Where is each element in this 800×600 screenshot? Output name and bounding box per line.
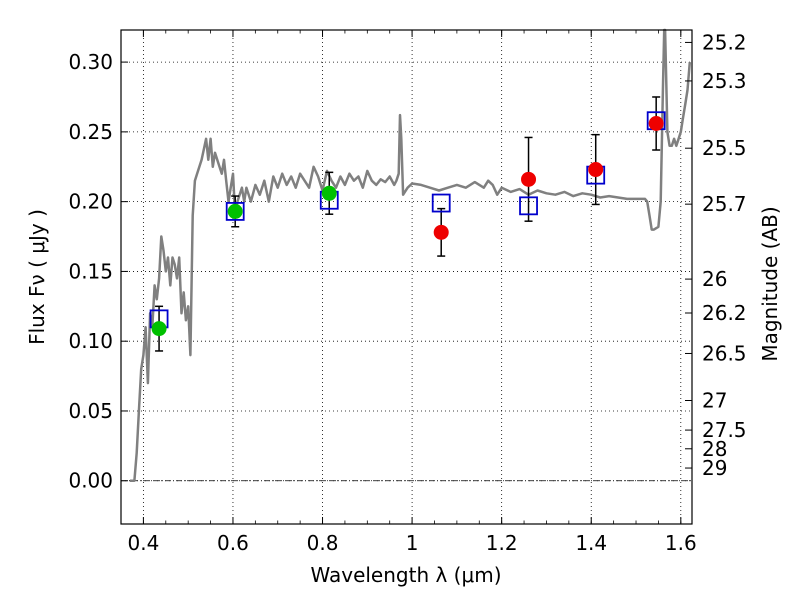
y2-tick-label: 25.5 <box>702 136 747 160</box>
y-axis-label: Flux Fν ( μJy ) <box>25 209 49 345</box>
x-tick-label: 1.6 <box>665 531 697 555</box>
observed-flux-point <box>321 185 337 201</box>
x-tick-label: 0.6 <box>217 531 249 555</box>
plot-layer <box>130 28 692 482</box>
plot-frame <box>120 29 693 525</box>
observed-flux-point <box>151 321 167 337</box>
x-tick-label: 1.2 <box>486 531 518 555</box>
x-tick-label: 0.8 <box>307 531 339 555</box>
model-photometry-square <box>225 202 245 221</box>
x-axis-label: Wavelength λ (μm) <box>310 563 501 587</box>
y2-tick-label: 28 <box>702 437 727 461</box>
y-tick-label: 0.25 <box>68 120 113 144</box>
observed-flux-point <box>227 203 243 219</box>
model-spectrum-line <box>130 28 692 482</box>
y2-tick-label: 25.7 <box>702 192 747 216</box>
y-tick-label: 0.15 <box>68 259 113 283</box>
observed-flux-point <box>588 162 604 178</box>
y-tick-label: 0.05 <box>68 399 113 423</box>
y-tick-label: 0.10 <box>68 329 113 353</box>
model-photometry-square <box>431 193 451 213</box>
x-tick-label: 1 <box>406 531 419 555</box>
y2-tick-label: 26.2 <box>702 301 747 325</box>
y2-tick-label: 26.5 <box>702 341 747 365</box>
y2-axis-label: Magnitude (AB) <box>758 206 782 361</box>
y2-tick-label: 26 <box>702 267 727 291</box>
y-tick-label: 0.30 <box>68 50 113 74</box>
tick-labels: 0.4 0.6 0.8 1 1.2 1.4 1.6 0.00 0.05 0.10 0.15 0.20 0… <box>68 30 746 555</box>
y2-tick-label: 29 <box>702 456 727 480</box>
model-photometry-square <box>519 196 538 216</box>
y2-tick-label: 25.3 <box>702 69 747 93</box>
y2-tick-label: 27 <box>702 389 727 413</box>
y2-tick-label: 27.5 <box>702 418 747 442</box>
y2-tick-label: 25.2 <box>702 30 747 54</box>
observed-flux-point <box>648 115 664 131</box>
grid <box>121 30 692 524</box>
observed-flux-point <box>521 171 537 187</box>
observed-flux-point <box>433 224 449 240</box>
x-tick-label: 1.4 <box>575 531 607 555</box>
x-tick-label: 0.4 <box>127 531 159 555</box>
y-tick-label: 0.00 <box>68 469 113 493</box>
y-tick-label: 0.20 <box>68 190 113 214</box>
